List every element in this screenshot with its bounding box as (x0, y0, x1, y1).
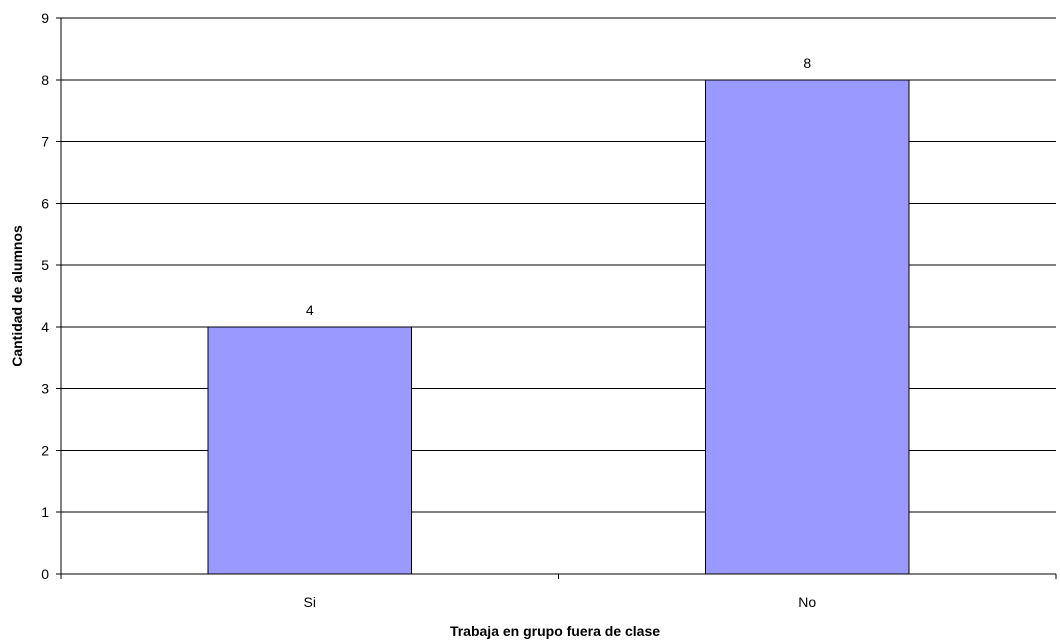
x-tick-label-si: Si (304, 594, 316, 610)
y-tick-label: 4 (41, 319, 49, 335)
data-label-no: 8 (803, 55, 811, 71)
y-tick-label: 5 (41, 257, 49, 273)
y-tick-label: 1 (41, 504, 49, 520)
y-tick-label: 0 (41, 566, 49, 582)
y-tick-label: 2 (41, 442, 49, 458)
x-axis-title: Trabaja en grupo fuera de clase (450, 623, 660, 639)
y-axis-title: Cantidad de alumnos (9, 225, 25, 367)
labels: 0 1 2 3 4 5 6 7 8 9 4 Si 8 No (41, 10, 816, 610)
x-tick-label-no: No (798, 594, 816, 610)
y-tick-label: 9 (41, 10, 49, 26)
bar-si (208, 327, 412, 574)
y-tick-label: 8 (41, 72, 49, 88)
y-tick-label: 6 (41, 195, 49, 211)
bar-no (705, 80, 909, 574)
data-label-si: 4 (306, 302, 314, 318)
y-tick-label: 7 (41, 134, 49, 150)
y-tick-label: 3 (41, 381, 49, 397)
